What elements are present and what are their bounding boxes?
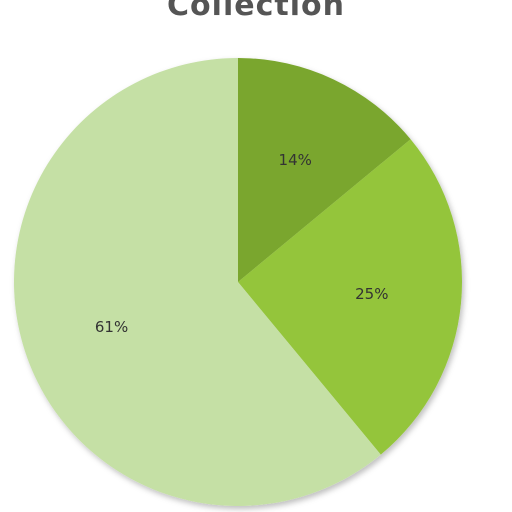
chart-title: Collection bbox=[167, 0, 345, 23]
pie-slice-label-2: 25% bbox=[355, 285, 388, 303]
pie-slice-1 bbox=[238, 58, 411, 282]
pie-slice-3 bbox=[13, 58, 381, 506]
pie-slice-label-3: 61% bbox=[95, 318, 128, 336]
pie-slice-2 bbox=[238, 139, 462, 455]
pie-slice-label-1: 14% bbox=[279, 151, 312, 169]
